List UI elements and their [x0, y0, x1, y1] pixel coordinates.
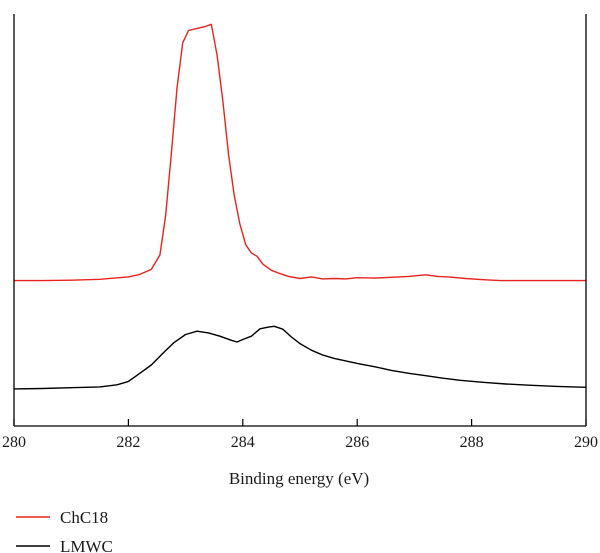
x-tick-label-288: 288 [460, 434, 484, 451]
plot-area [13, 23, 587, 390]
legend: ChC18 LMWC [16, 508, 113, 553]
x-tick-label-280: 280 [2, 434, 26, 451]
legend-label-chc18: ChC18 [60, 508, 108, 527]
legend-label-lmwc: LMWC [60, 537, 113, 553]
x-tick-label-286: 286 [345, 434, 369, 451]
x-axis: 280 282 284 286 288 290 [2, 14, 598, 451]
x-tick-label-290: 290 [574, 434, 598, 451]
x-tick-label-284: 284 [231, 434, 255, 451]
series-line-lmwc [13, 325, 587, 390]
x-axis-title: Binding energy (eV) [229, 469, 369, 488]
x-tick-label-282: 282 [116, 434, 140, 451]
series-line-chc18 [14, 23, 586, 282]
